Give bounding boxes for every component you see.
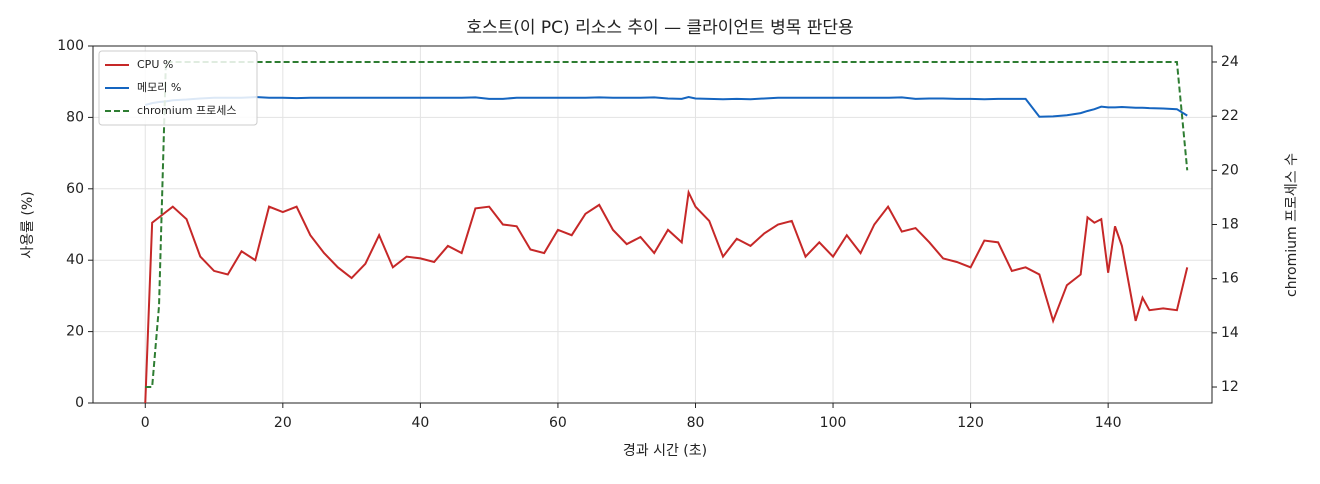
y-tick-label: 0 <box>75 395 84 411</box>
legend-label: CPU % <box>137 58 173 71</box>
y-tick-label: 80 <box>66 109 84 125</box>
x-tick-label: 20 <box>274 415 292 431</box>
x-tick-label: 0 <box>141 415 150 431</box>
y2-tick-label: 18 <box>1221 217 1239 233</box>
y-tick-label: 60 <box>66 181 84 197</box>
legend-label: 메모리 % <box>137 81 181 94</box>
y2-axis-label: chromium 프로세스 수 <box>1284 153 1300 297</box>
x-tick-label: 140 <box>1095 415 1122 431</box>
y2-tick-label: 20 <box>1221 162 1239 178</box>
x-tick-label: 80 <box>687 415 705 431</box>
x-tick-label: 100 <box>820 415 847 431</box>
y2-tick-label: 14 <box>1221 325 1239 341</box>
y2-tick-label: 16 <box>1221 271 1239 287</box>
y-tick-label: 100 <box>57 38 84 54</box>
y2-tick-label: 12 <box>1221 379 1239 395</box>
series-line <box>145 60 1189 389</box>
x-tick-label: 60 <box>549 415 567 431</box>
chart-title: 호스트(이 PC) 리소스 추이 — 클라이언트 병목 판단용 <box>466 18 853 38</box>
y-axis-label: 사용률 (%) <box>20 191 36 258</box>
legend-label: chromium 프로세스 <box>137 104 236 117</box>
x-tick-label: 120 <box>957 415 984 431</box>
plot-frame <box>92 45 1213 404</box>
y-tick-label: 40 <box>66 252 84 268</box>
y-tick-label: 20 <box>66 324 84 340</box>
series-line <box>144 188 1189 404</box>
y2-tick-label: 24 <box>1221 54 1239 70</box>
series-line <box>145 96 1188 118</box>
y2-tick-label: 22 <box>1221 108 1239 124</box>
x-tick-label: 40 <box>411 415 429 431</box>
legend-box <box>98 50 258 126</box>
x-axis-label: 경과 시간 (초) <box>623 443 707 459</box>
